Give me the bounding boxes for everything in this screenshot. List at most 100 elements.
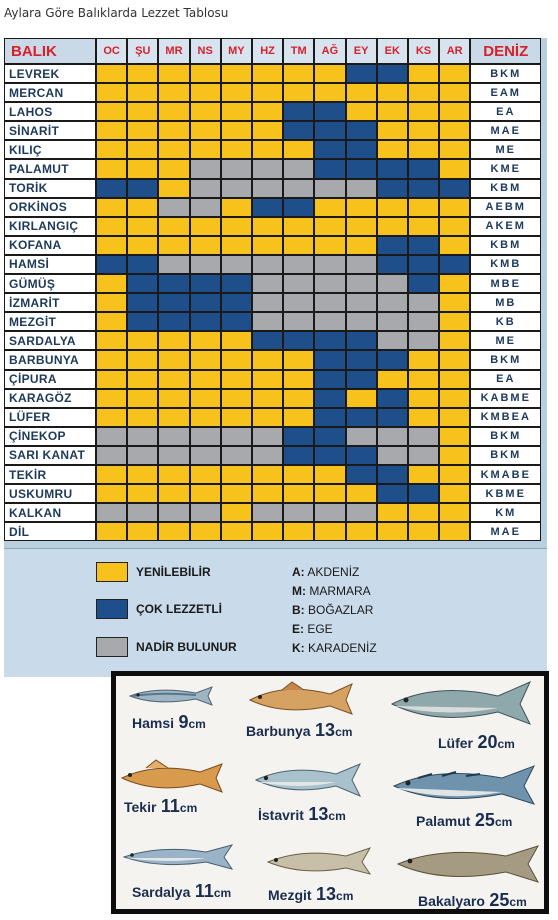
month-cell — [407, 178, 440, 198]
sea-codes: KMB — [470, 254, 542, 275]
month-cell — [283, 121, 315, 141]
month-cell — [158, 64, 190, 84]
month-cell — [96, 331, 128, 351]
month-cell — [283, 407, 315, 427]
month-cell — [345, 522, 377, 542]
header-month: EK — [376, 38, 408, 64]
month-cell — [439, 197, 471, 217]
palamut-fish-icon — [392, 765, 536, 805]
month-cell — [407, 140, 440, 160]
month-cell — [158, 121, 190, 141]
month-cell — [189, 102, 221, 122]
fish-name: ÇİPURA — [4, 369, 96, 389]
month-cell — [96, 102, 128, 122]
fish-name: KALKAN — [4, 503, 96, 523]
month-cell — [407, 197, 440, 217]
header-sea: DENİZ — [470, 38, 542, 64]
month-cell — [314, 235, 346, 255]
table-body: LEVREK BKM MERCAN EAM LAHOS EA SİNARİT MAE KILIÇ… — [4, 64, 542, 542]
month-cell — [283, 216, 315, 236]
month-cell — [314, 426, 346, 446]
month-cell — [439, 254, 471, 275]
legend-swatch-gray — [96, 637, 128, 657]
month-cell — [283, 178, 315, 198]
month-cell — [283, 312, 315, 332]
month-cell — [127, 369, 159, 389]
month-cell — [189, 83, 221, 103]
month-cell — [220, 159, 252, 179]
month-cell — [314, 350, 346, 370]
month-cell — [345, 369, 377, 389]
month-cell — [251, 216, 284, 236]
month-cell — [251, 407, 284, 427]
sea-ege: E: EGE — [292, 622, 333, 636]
legend-item-rare: NADİR BULUNUR — [96, 637, 237, 657]
month-cell — [158, 235, 190, 255]
sea-codes: MBE — [470, 274, 542, 294]
month-cell — [376, 159, 408, 179]
sea-codes: MAE — [470, 522, 542, 542]
month-cell — [96, 235, 128, 255]
legend-swatch-blue — [96, 599, 128, 619]
header-month: TM — [283, 38, 315, 64]
month-cell — [96, 121, 128, 141]
month-cell — [251, 484, 284, 504]
month-cell — [283, 503, 315, 523]
month-cell — [345, 140, 377, 160]
month-cell — [407, 216, 440, 236]
month-cell — [189, 216, 221, 236]
sea-codes: BKM — [470, 64, 542, 84]
month-cell — [189, 235, 221, 255]
fish-name: KOFANA — [4, 235, 96, 255]
month-cell — [251, 293, 284, 313]
month-cell — [439, 293, 471, 313]
month-cell — [220, 484, 252, 504]
month-cell — [376, 522, 408, 542]
month-cell — [283, 235, 315, 255]
month-cell — [96, 369, 128, 389]
month-cell — [439, 407, 471, 427]
sea-codes: KMABE — [470, 464, 542, 485]
header-month: AR — [439, 38, 471, 64]
fish-name: KIRLANGIÇ — [4, 216, 96, 236]
month-cell — [220, 64, 252, 84]
sea-codes: KABME — [470, 388, 542, 408]
legend-label: NADİR BULUNUR — [136, 640, 237, 654]
fish-name: DİL — [4, 522, 96, 542]
month-cell — [127, 274, 159, 294]
fish-name: LAHOS — [4, 102, 96, 122]
sea-codes: BKM — [470, 426, 542, 446]
sea-codes: EAM — [470, 83, 542, 103]
month-cell — [314, 140, 346, 160]
month-cell — [283, 445, 315, 465]
month-cell — [376, 235, 408, 255]
month-cell — [345, 235, 377, 255]
month-cell — [127, 121, 159, 141]
month-cell — [345, 293, 377, 313]
month-cell — [283, 293, 315, 313]
month-cell — [345, 254, 377, 275]
sea-marmara: M: MARMARA — [292, 584, 371, 598]
mezgit-fish-icon — [266, 847, 372, 875]
legend-swatch-yellow — [96, 562, 128, 582]
month-cell — [283, 522, 315, 542]
month-cell — [251, 503, 284, 523]
month-cell — [96, 312, 128, 332]
month-cell — [376, 331, 408, 351]
month-cell — [283, 102, 315, 122]
month-cell — [96, 522, 128, 542]
month-cell — [189, 178, 221, 198]
month-cell — [345, 426, 377, 446]
fish-name: TORİK — [4, 178, 96, 198]
month-cell — [439, 426, 471, 446]
month-cell — [314, 503, 346, 523]
month-cell — [251, 83, 284, 103]
month-cell — [376, 388, 408, 408]
header-month: ŞU — [127, 38, 159, 64]
fish-name: İZMARİT — [4, 293, 96, 313]
month-cell — [314, 522, 346, 542]
month-cell — [96, 159, 128, 179]
month-cell — [251, 274, 284, 294]
month-cell — [127, 197, 159, 217]
sea-codes: MB — [470, 293, 542, 313]
